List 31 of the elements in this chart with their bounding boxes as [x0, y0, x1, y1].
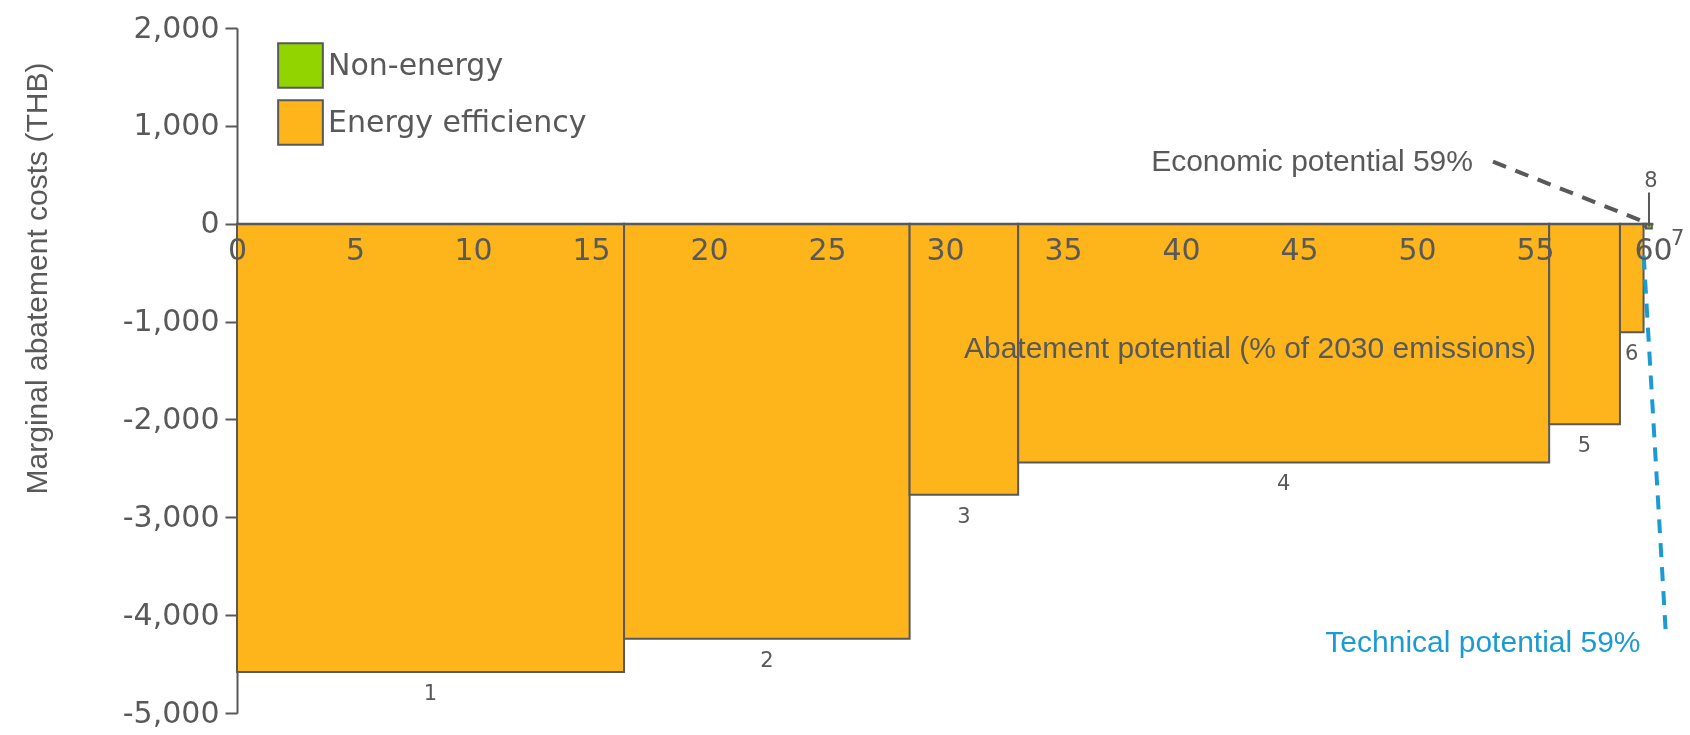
x-tick-label: 5 [345, 232, 366, 268]
legend-label: Energy efficiency [328, 103, 587, 139]
annotation: 1 [423, 680, 438, 705]
annotation: 3 [957, 503, 971, 528]
y-tick-label: -5,000 [122, 694, 220, 730]
y-tick-label: -3,000 [122, 498, 220, 534]
annotation: 5 [1577, 433, 1592, 458]
x-tick-label: 15 [572, 232, 611, 268]
annotation: Economic potential 59% [1151, 143, 1473, 177]
x-tick-label: 20 [690, 232, 729, 268]
x-tick-label: 40 [1162, 232, 1201, 268]
annotation: Technical potential 59% [1325, 625, 1641, 659]
annotation: 6 [1625, 341, 1639, 366]
x-tick-label: 50 [1398, 232, 1437, 268]
legend-label: Non-energy [328, 46, 504, 82]
x-tick-label: 30 [926, 232, 965, 268]
x-tick-label: 25 [808, 232, 847, 268]
y-tick-label: 1,000 [133, 107, 220, 143]
annotation: 7 [1671, 225, 1685, 250]
x-tick-label: 45 [1280, 232, 1319, 268]
y-tick-label: 0 [200, 205, 220, 241]
y-tick-label: -1,000 [122, 303, 220, 339]
y-tick-label: -2,000 [122, 400, 220, 436]
x-tick-label: 35 [1044, 232, 1083, 268]
y-tick-label: 2,000 [133, 9, 220, 45]
annotation: 4 [1276, 471, 1291, 496]
y-axis-title: Marginal abatement costs (THB) [19, 62, 53, 495]
y-tick-label: -4,000 [122, 596, 220, 632]
x-tick-label: 10 [454, 232, 493, 268]
annotation: 2 [760, 647, 774, 672]
annotation: 8 [1644, 167, 1658, 192]
